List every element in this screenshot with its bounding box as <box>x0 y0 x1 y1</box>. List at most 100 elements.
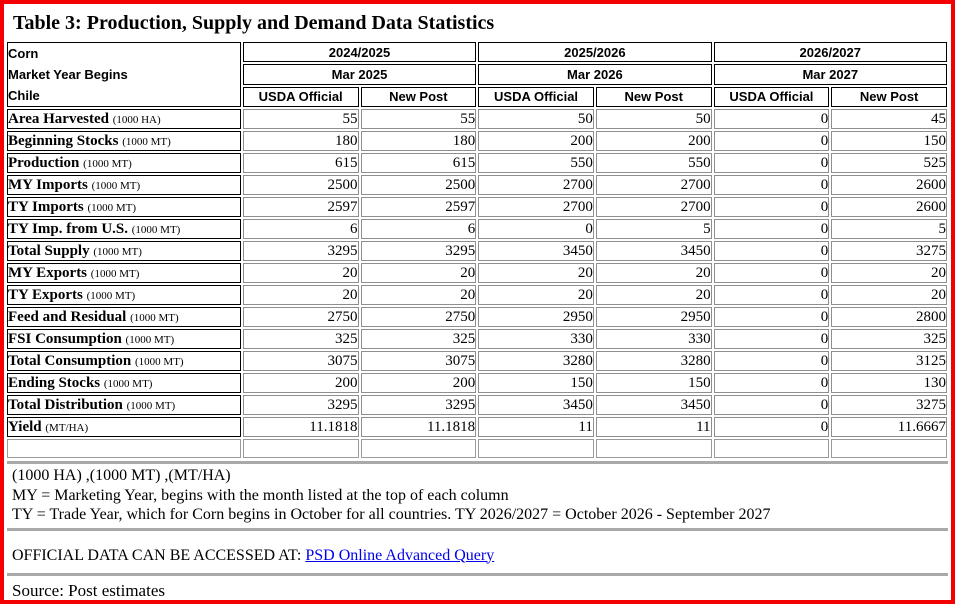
row-unit: (1000 MT) <box>90 267 140 280</box>
table-row: Yield (MT/HA) 11.1818 11.1818 11 11 0 11… <box>7 417 947 437</box>
value-cell: 2500 <box>360 175 477 195</box>
row-label: Ending Stocks <box>8 374 101 391</box>
value-cell: 3450 <box>478 241 594 261</box>
value-cell: 615 <box>242 153 359 173</box>
market-year-2026-2027: Mar 2027 <box>713 64 947 85</box>
row-label-cell: Feed and Residual (1000 MT) <box>7 307 241 327</box>
value-cell: 0 <box>713 373 830 393</box>
value-cell: 180 <box>360 131 477 151</box>
row-label-cell: Total Consumption (1000 MT) <box>7 351 241 371</box>
table-row: TY Exports (1000 MT) 20 20 20 20 0 20 <box>7 285 947 305</box>
row-unit: (1000 MT) <box>126 399 176 412</box>
footnote-units: (1000 HA) ,(1000 MT) ,(MT/HA) <box>12 467 231 484</box>
value-cell: 20 <box>360 263 477 283</box>
empty-cell <box>595 439 712 458</box>
value-cell: 3075 <box>242 351 359 371</box>
value-cell: 0 <box>713 395 830 415</box>
value-cell: 2700 <box>478 197 594 217</box>
value-cell: 2700 <box>595 175 712 195</box>
value-cell: 20 <box>831 285 947 305</box>
value-cell: 11 <box>595 417 712 437</box>
page-title: Table 3: Production, Supply and Demand D… <box>13 12 495 34</box>
subcol-new-post-1: New Post <box>360 86 477 107</box>
value-cell: 45 <box>831 109 947 129</box>
value-cell: 0 <box>713 219 830 239</box>
value-cell: 0 <box>713 329 830 349</box>
row-label-cell: Yield (MT/HA) <box>7 417 241 437</box>
subcol-new-post-3: New Post <box>831 86 947 107</box>
psd-online-advanced-query-link[interactable]: PSD Online Advanced Query <box>305 546 495 564</box>
subcol-new-post-2: New Post <box>595 86 712 107</box>
table-row: Feed and Residual (1000 MT) 2750 2750 29… <box>7 307 947 327</box>
value-cell: 0 <box>713 131 830 151</box>
row-label: Feed and Residual <box>8 308 127 325</box>
official-data-line: OFFICIAL DATA CAN BE ACCESSED AT: PSD On… <box>12 546 951 566</box>
value-cell: 615 <box>360 153 477 173</box>
table-row: Total Distribution (1000 MT) 3295 3295 3… <box>7 395 947 415</box>
row-unit: (1000 MT) <box>125 333 175 346</box>
row-label: Production <box>8 154 80 171</box>
table-row: Production (1000 MT) 615 615 550 550 0 5… <box>7 153 947 173</box>
value-cell: 6 <box>360 219 477 239</box>
value-cell: 20 <box>242 285 359 305</box>
year-header-2024-2025: 2024/2025 <box>242 42 477 63</box>
market-year-2024-2025: Mar 2025 <box>242 64 477 85</box>
row-label-cell: Ending Stocks (1000 MT) <box>7 373 241 393</box>
value-cell: 130 <box>831 373 947 393</box>
divider <box>7 527 948 531</box>
value-cell: 11.6667 <box>831 417 947 437</box>
value-cell: 330 <box>478 329 594 349</box>
value-cell: 3295 <box>360 241 477 261</box>
value-cell: 330 <box>595 329 712 349</box>
row-label: TY Imports <box>8 198 84 215</box>
value-cell: 200 <box>242 373 359 393</box>
row-unit: (1000 MT) <box>93 245 142 258</box>
value-cell: 550 <box>478 153 594 173</box>
table-row: Total Consumption (1000 MT) 3075 3075 32… <box>7 351 947 371</box>
subcol-usda-official-1: USDA Official <box>242 86 359 107</box>
row-unit: (1000 MT) <box>135 355 184 368</box>
value-cell: 2597 <box>360 197 477 217</box>
row-label: Total Consumption <box>8 352 132 369</box>
value-cell: 3295 <box>360 395 477 415</box>
value-cell: 3450 <box>595 395 712 415</box>
row-label-cell: TY Exports (1000 MT) <box>7 285 241 305</box>
row-unit: (1000 MT) <box>86 289 136 302</box>
row-label-cell: Production (1000 MT) <box>7 153 241 173</box>
value-cell: 150 <box>478 373 594 393</box>
value-cell: 2750 <box>242 307 359 327</box>
row-unit: (1000 MT) <box>103 377 153 390</box>
table-row: TY Imp. from U.S. (1000 MT) 6 6 0 5 0 5 <box>7 219 947 239</box>
row-label-cell: TY Imp. from U.S. (1000 MT) <box>7 219 241 239</box>
value-cell: 325 <box>242 329 359 349</box>
value-cell: 3280 <box>595 351 712 371</box>
value-cell: 2597 <box>242 197 359 217</box>
value-cell: 3275 <box>831 395 947 415</box>
value-cell: 0 <box>478 219 594 239</box>
value-cell: 20 <box>478 263 594 283</box>
year-header-2026-2027: 2026/2027 <box>713 42 947 63</box>
value-cell: 20 <box>242 263 359 283</box>
table-row: MY Imports (1000 MT) 2500 2500 2700 2700… <box>7 175 947 195</box>
table-row: Total Supply (1000 MT) 3295 3295 3450 34… <box>7 241 947 261</box>
value-cell: 20 <box>831 263 947 283</box>
table-row: FSI Consumption (1000 MT) 325 325 330 33… <box>7 329 947 349</box>
empty-cell <box>831 439 947 458</box>
row-label: MY Exports <box>8 264 88 281</box>
footnote-ty: TY = Trade Year, which for Corn begins i… <box>12 506 771 523</box>
row-unit: (1000 MT) <box>83 157 132 170</box>
row-label-cell: MY Imports (1000 MT) <box>7 175 241 195</box>
row-unit: (1000 MT) <box>122 135 171 148</box>
divider <box>7 461 948 464</box>
footnote-my: MY = Marketing Year, begins with the mon… <box>12 486 509 504</box>
value-cell: 20 <box>595 285 712 305</box>
value-cell: 0 <box>713 109 830 129</box>
value-cell: 3125 <box>831 351 947 371</box>
value-cell: 11.1818 <box>360 417 477 437</box>
value-cell: 5 <box>595 219 712 239</box>
value-cell: 3450 <box>478 395 594 415</box>
value-cell: 3295 <box>242 395 359 415</box>
value-cell: 2800 <box>831 307 947 327</box>
value-cell: 20 <box>478 285 594 305</box>
